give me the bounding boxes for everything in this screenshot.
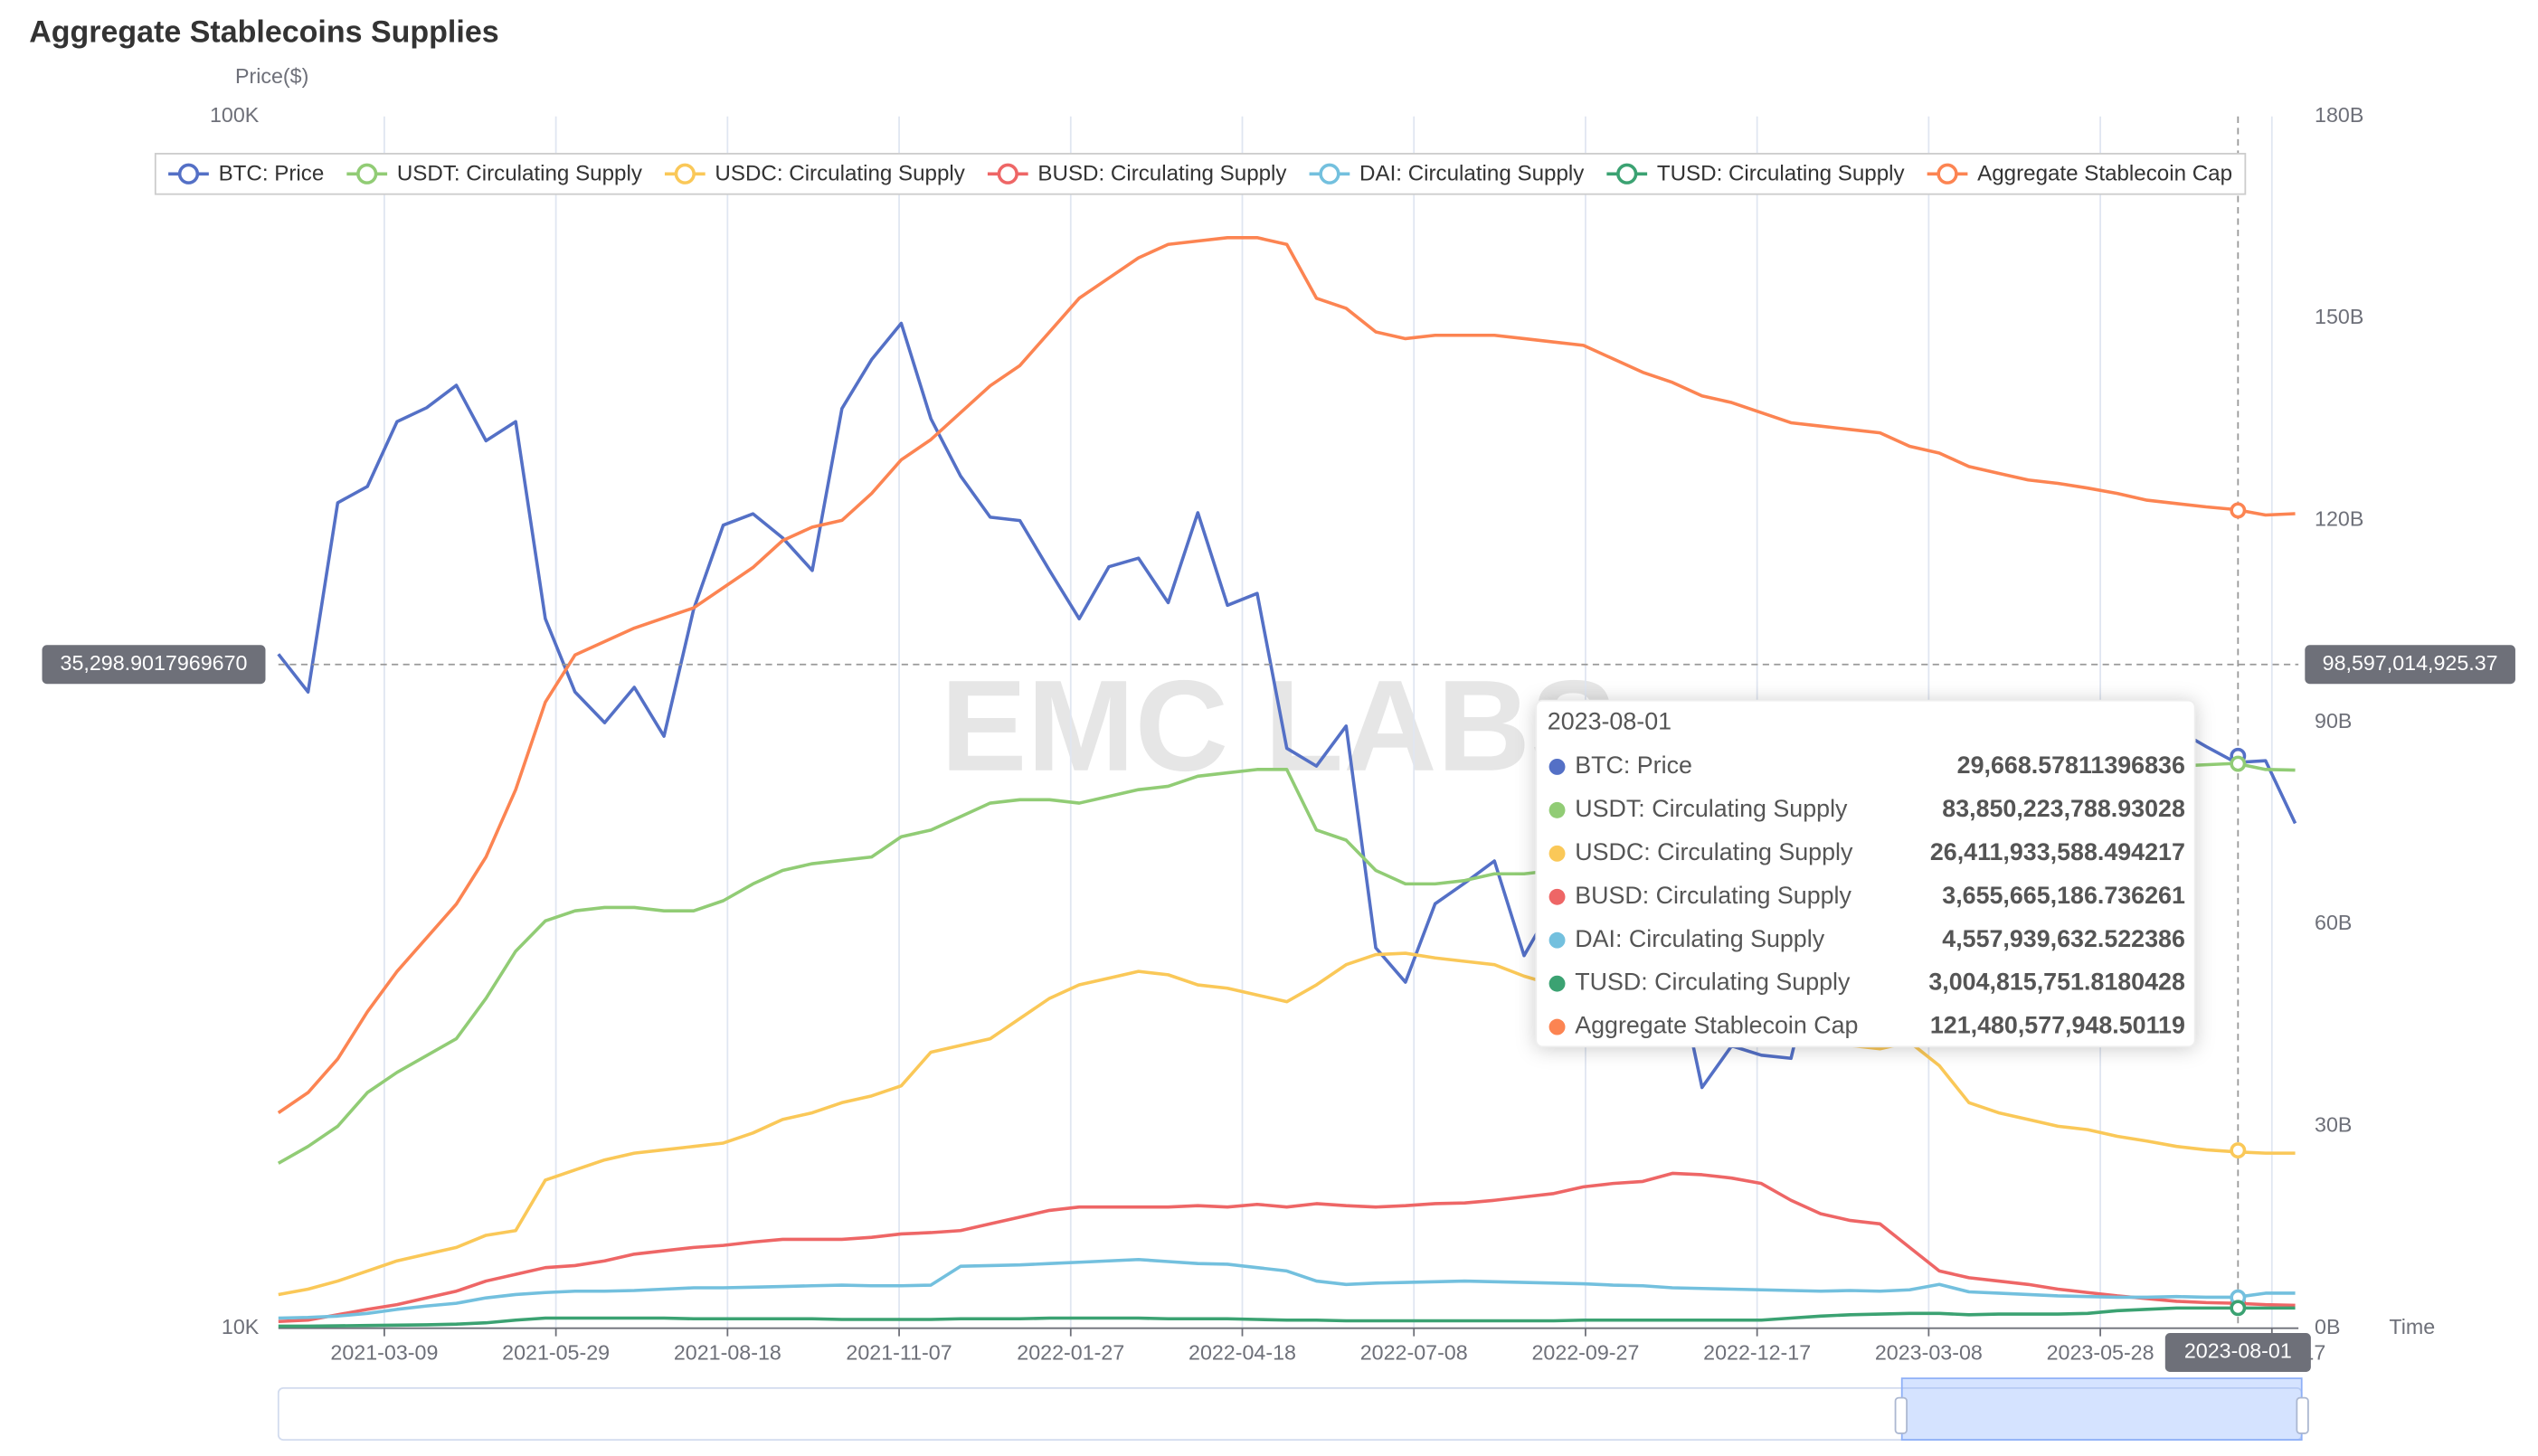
tooltip-dot: [1548, 975, 1566, 992]
legend-label: USDC: Circulating Supply: [715, 162, 965, 186]
x-tick-label: 2021-05-29: [502, 1340, 610, 1364]
y2-tick-label: 180B: [2315, 103, 2363, 127]
tooltip-dot: [1548, 801, 1566, 818]
tooltip-dot: [1548, 845, 1566, 862]
tooltip-value: 29,668.57811396836: [1957, 752, 2185, 779]
watermark: EMC LABS: [941, 654, 1617, 799]
legend-icon: [1616, 163, 1638, 184]
legend-icon: [1937, 163, 1958, 184]
legend-icon: [356, 163, 378, 184]
tooltip-value: 26,411,933,588.494217: [1930, 838, 2185, 865]
x-tick-label: 2022-07-08: [1360, 1340, 1468, 1364]
tooltip-name: USDT: Circulating Supply: [1575, 795, 1848, 822]
legend-label: TUSD: Circulating Supply: [1657, 162, 1906, 186]
x-tick-label: 2022-12-17: [1703, 1340, 1811, 1364]
tooltip-name: USDC: Circulating Supply: [1575, 838, 1853, 865]
hover-point: [2230, 1142, 2247, 1159]
x-axis-label: Time: [2389, 1315, 2435, 1338]
tooltip-value: 3,655,665,186.736261: [1942, 882, 2185, 909]
x-tick-label: 2021-03-09: [330, 1340, 438, 1364]
x-tick-label: 2021-11-07: [846, 1340, 952, 1364]
x-tick-label: 2022-01-27: [1017, 1340, 1124, 1364]
legend-item[interactable]: USDT: Circulating Supply: [346, 162, 643, 186]
legend-item[interactable]: Aggregate Stablecoin Cap: [1927, 162, 2232, 186]
tooltip-box: [1535, 699, 2196, 1048]
legend-label: BUSD: Circulating Supply: [1037, 162, 1287, 186]
legend-label: Aggregate Stablecoin Cap: [1977, 162, 2232, 186]
tooltip-dot: [1548, 888, 1566, 905]
legend-label: BTC: Price: [219, 162, 325, 186]
crosshair-y2-box: [2305, 645, 2515, 685]
tooltip-dot: [1548, 931, 1566, 949]
y2-tick-label: 0B: [2315, 1315, 2340, 1338]
x-tick-label: 2023-05-28: [2047, 1340, 2154, 1364]
x-tick-label: 2022-09-27: [1531, 1340, 1639, 1364]
hover-point: [2230, 502, 2247, 519]
tooltip-name: BUSD: Circulating Supply: [1575, 882, 1851, 909]
tooltip-dot: [1548, 1018, 1566, 1035]
tooltip-value: 121,480,577,948.50119: [1930, 1012, 2185, 1039]
crosshair-x-box: [2164, 1333, 2311, 1372]
legend-icon: [997, 163, 1018, 184]
tooltip-value: 3,004,815,751.8180428: [1928, 969, 2185, 996]
series-line: [278, 1257, 2296, 1320]
crosshair-y2-label: 98,597,014,925.37: [2323, 651, 2498, 675]
legend-item[interactable]: BUSD: Circulating Supply: [987, 162, 1288, 186]
tooltip-value: 83,850,223,788.93028: [1942, 795, 2185, 822]
legend-icon: [177, 163, 200, 184]
crosshair-y-label: 35,298.9017969670: [61, 651, 248, 675]
legend-icon: [674, 163, 696, 184]
legend-item[interactable]: TUSD: Circulating Supply: [1606, 162, 1906, 186]
tooltip-name: Aggregate Stablecoin Cap: [1575, 1012, 1858, 1039]
hover-point: [2230, 755, 2247, 772]
y2-tick-label: 90B: [2315, 709, 2352, 733]
y-axis-label: Price($): [235, 64, 308, 88]
series-line: [278, 1171, 2296, 1324]
tooltip: 2023-08-01 BTC: Price 29,668.57811396836 US…: [1535, 699, 2196, 1048]
y2-tick-label: 30B: [2315, 1113, 2352, 1137]
legend: BTC: Price USDT: Circulating Supply USDC: …: [154, 153, 2247, 195]
zoom-handle[interactable]: [2296, 1396, 2309, 1434]
y2-tick-label: 150B: [2315, 305, 2363, 328]
crosshair-x-label: 2023-08-01: [2184, 1339, 2292, 1363]
tooltip-title: 2023-08-01: [1548, 708, 1671, 735]
legend-item[interactable]: DAI: Circulating Supply: [1309, 162, 1586, 186]
x-tick-label: 2021-08-18: [674, 1340, 781, 1364]
y2-tick-label: 120B: [2315, 507, 2363, 531]
series-line: [278, 1306, 2296, 1328]
y-tick-label: 10K: [222, 1315, 260, 1338]
tooltip-value: 4,557,939,632.522386: [1942, 925, 2185, 952]
legend-label: USDT: Circulating Supply: [397, 162, 643, 186]
tooltip-name: DAI: Circulating Supply: [1575, 925, 1824, 952]
hover-point: [2230, 1300, 2247, 1317]
legend-icon: [1319, 163, 1340, 184]
tooltip-name: TUSD: Circulating Supply: [1575, 969, 1851, 996]
series-line: [277, 235, 2296, 1114]
legend-item[interactable]: USDC: Circulating Supply: [664, 162, 966, 186]
crosshair-y-box: [42, 645, 266, 685]
zoom-window[interactable]: [1900, 1377, 2303, 1442]
y2-tick-label: 60B: [2315, 911, 2352, 934]
series-line: [278, 951, 2296, 1297]
legend-item[interactable]: BTC: Price: [168, 162, 324, 186]
y-tick-label: 100K: [210, 103, 260, 127]
tooltip-dot: [1548, 758, 1566, 775]
tooltip-name: BTC: Price: [1575, 752, 1692, 779]
data-zoom[interactable]: [277, 1377, 2309, 1442]
zoom-handle[interactable]: [1894, 1396, 1908, 1434]
x-tick-label: 2023-03-08: [1875, 1340, 1983, 1364]
x-tick-label: 2022-04-18: [1189, 1340, 1296, 1364]
chart-title: Aggregate Stablecoins Supplies: [29, 15, 498, 50]
legend-label: DAI: Circulating Supply: [1359, 162, 1585, 186]
legend-box: [154, 153, 2247, 195]
